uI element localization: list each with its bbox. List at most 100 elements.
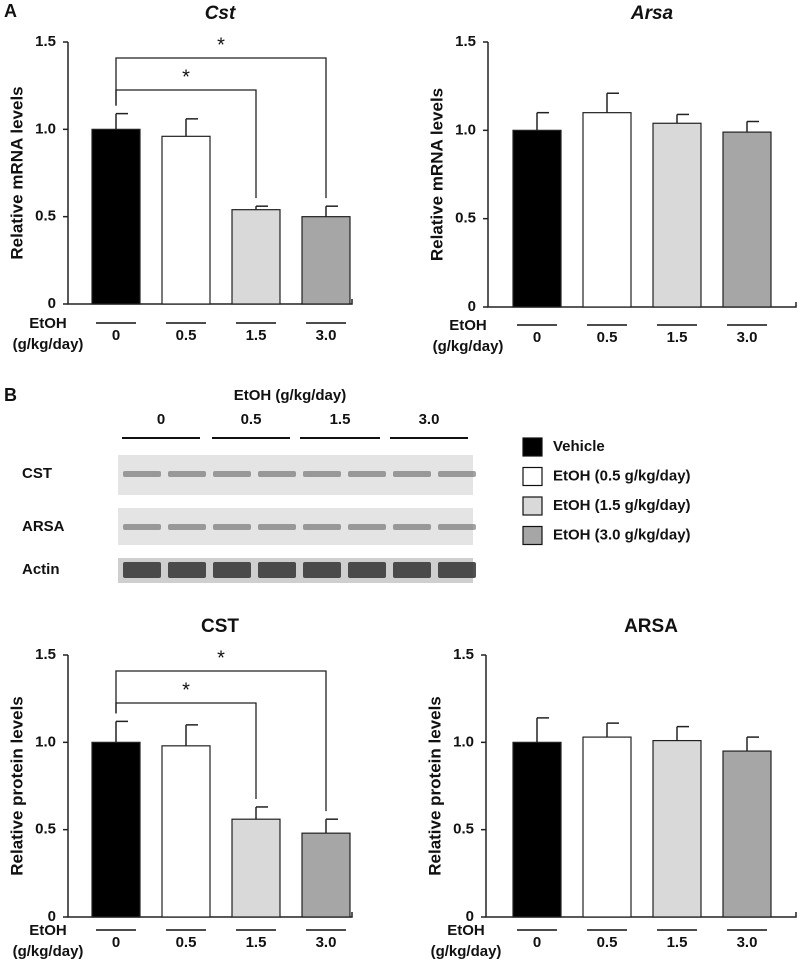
blot-band [213, 562, 251, 578]
bar [512, 741, 562, 918]
panel-label: A [4, 1, 17, 21]
significance-star: * [217, 34, 225, 56]
x-axis-label: EtOH [29, 315, 67, 332]
blot-band [438, 562, 476, 578]
y-tick-label: 0 [48, 908, 56, 925]
blot-band [213, 471, 251, 477]
bar [231, 209, 281, 305]
blot-band [393, 562, 431, 578]
blot-band [303, 562, 341, 578]
blot-band [438, 471, 476, 477]
axis-line [487, 42, 797, 308]
y-tick-label: 0 [468, 298, 476, 315]
chart-title: Cst [205, 3, 236, 24]
y-tick-label: 1.0 [453, 733, 474, 750]
legend-swatch [522, 496, 543, 516]
blot-band [258, 471, 296, 477]
blot-band [258, 562, 296, 578]
bar [91, 741, 141, 918]
legend-swatch [522, 466, 543, 487]
blot-band [303, 471, 341, 477]
significance-star: * [217, 647, 225, 669]
x-tick-label: 0 [112, 934, 120, 951]
blot-band [168, 562, 206, 578]
y-tick-label: 0 [48, 295, 56, 312]
x-tick-label: 0.5 [176, 327, 197, 344]
x-tick-label: 0.5 [597, 329, 618, 346]
y-tick-label: 1.0 [455, 121, 476, 138]
x-tick-label: 0.5 [597, 934, 618, 951]
x-axis-label: EtOH [29, 922, 67, 939]
x-tick-label: 3.0 [316, 327, 337, 344]
x-tick-label: 1.5 [246, 934, 267, 951]
x-tick-label: 1.5 [667, 329, 688, 346]
bar [652, 122, 702, 308]
x-axis-label: (g/kg/day) [431, 943, 502, 960]
blot-band [213, 524, 251, 530]
y-tick-label: 0.5 [35, 208, 56, 225]
y-tick-label: 1.5 [455, 33, 476, 50]
legend-swatch [522, 525, 543, 546]
y-axis-label: Relative mRNA levels [427, 88, 446, 261]
blot-group-label: 1.5 [330, 411, 351, 428]
x-tick-label: 1.5 [667, 934, 688, 951]
bar [161, 135, 211, 305]
panel-label: B [4, 385, 17, 405]
legend-label: Vehicle [553, 438, 605, 455]
significance-star: * [182, 66, 190, 88]
bar [652, 739, 702, 918]
x-tick-label: 0 [533, 329, 541, 346]
blot-row-label: Actin [22, 561, 60, 578]
bar [582, 736, 632, 918]
blot-band [258, 524, 296, 530]
x-tick-label: 3.0 [737, 934, 758, 951]
blot-band [168, 471, 206, 477]
chart-title: ARSA [624, 616, 678, 637]
blot-row-label: CST [22, 465, 52, 482]
y-axis-label: Relative protein levels [425, 696, 444, 876]
x-tick-label: 0.5 [176, 934, 197, 951]
y-tick-label: 0 [466, 908, 474, 925]
legend-swatch [522, 437, 543, 457]
bar [512, 129, 562, 308]
blot-group-label: 0.5 [241, 411, 262, 428]
blot-band [123, 471, 161, 477]
x-axis-label: (g/kg/day) [13, 943, 84, 960]
bar [91, 128, 141, 305]
y-axis-label: Relative protein levels [7, 696, 26, 876]
x-axis-label: EtOH [447, 922, 485, 939]
x-axis-label: (g/kg/day) [433, 338, 504, 355]
x-tick-label: 3.0 [737, 329, 758, 346]
y-axis-label: Relative mRNA levels [7, 86, 26, 259]
significance-star: * [182, 679, 190, 701]
blot-band [348, 471, 386, 477]
bar [582, 112, 632, 308]
axis-line [485, 655, 797, 918]
blot-band [438, 524, 476, 530]
y-tick-label: 1.0 [35, 120, 56, 137]
significance-bracket [115, 670, 327, 812]
significance-bracket [115, 57, 327, 199]
blot-band [303, 524, 341, 530]
legend-label: EtOH (0.5 g/kg/day) [553, 467, 691, 484]
blot-band [393, 524, 431, 530]
y-tick-label: 0.5 [455, 210, 476, 227]
legend-label: EtOH (1.5 g/kg/day) [553, 497, 691, 514]
bar [722, 750, 772, 918]
blot-band [348, 562, 386, 578]
x-axis-label: EtOH [449, 317, 487, 334]
bar [722, 131, 772, 308]
x-tick-label: 3.0 [316, 934, 337, 951]
bar [301, 216, 351, 305]
chart-title: Arsa [630, 3, 674, 24]
blot-row-label: ARSA [22, 518, 65, 535]
blot-group-label: 3.0 [419, 411, 440, 428]
bar [161, 745, 211, 918]
x-axis-label: (g/kg/day) [13, 336, 84, 353]
blot-band [348, 524, 386, 530]
y-tick-label: 1.5 [35, 33, 56, 50]
x-tick-label: 0 [112, 327, 120, 344]
blot-band [123, 524, 161, 530]
blot-band [123, 562, 161, 578]
